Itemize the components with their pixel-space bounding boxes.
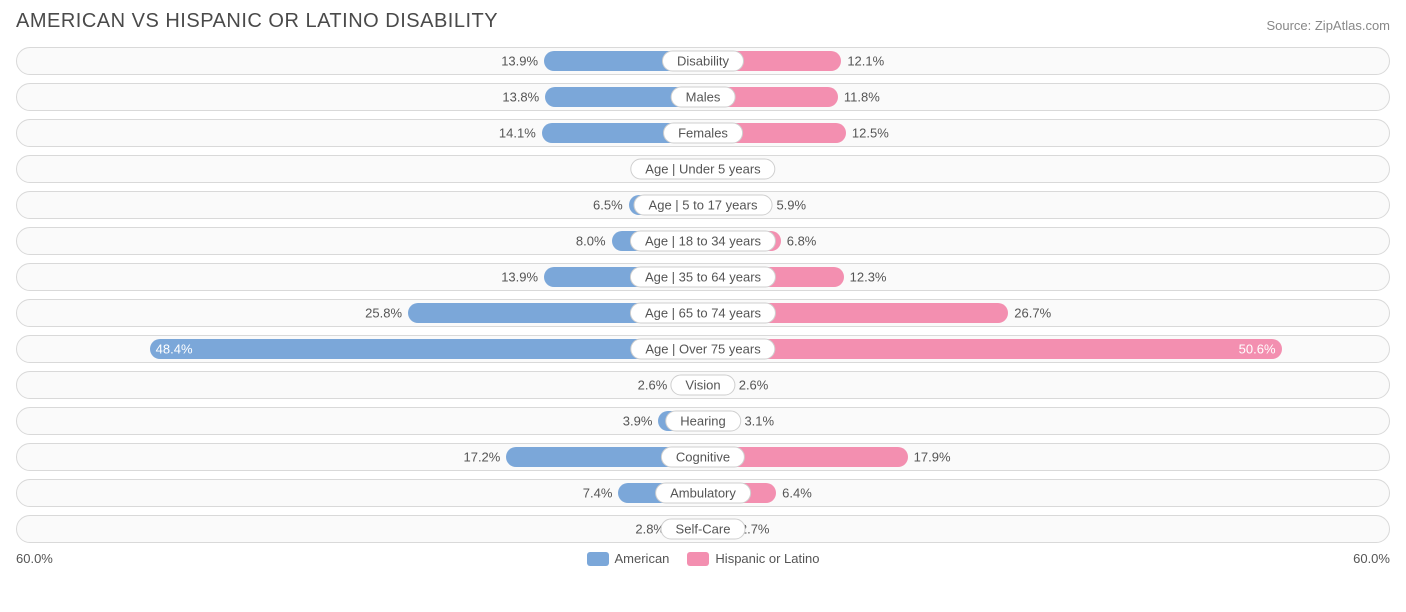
legend-label-left: American	[615, 551, 670, 566]
category-label: Age | Under 5 years	[630, 159, 775, 180]
value-right: 50.6%	[1239, 342, 1276, 357]
value-left: 13.9%	[501, 270, 544, 285]
value-left: 3.9%	[623, 414, 659, 429]
value-left: 25.8%	[365, 306, 408, 321]
category-label: Vision	[670, 375, 735, 396]
value-left: 6.5%	[593, 198, 629, 213]
chart-row: 48.4% 50.6% Age | Over 75 years	[16, 335, 1390, 363]
legend-item-right: Hispanic or Latino	[687, 551, 819, 566]
chart-row: 6.5% 5.9%Age | 5 to 17 years	[16, 191, 1390, 219]
category-label: Females	[663, 123, 743, 144]
chart-source: Source: ZipAtlas.com	[1266, 18, 1390, 33]
value-left: 17.2%	[463, 450, 506, 465]
chart-row: 2.8%2.7%Self-Care	[16, 515, 1390, 543]
category-label: Age | 65 to 74 years	[630, 303, 776, 324]
category-label: Males	[671, 87, 736, 108]
chart-row: 13.9% 12.1% Disability	[16, 47, 1390, 75]
value-left: 8.0%	[576, 234, 612, 249]
category-label: Disability	[662, 51, 744, 72]
value-right: 6.8%	[781, 234, 817, 249]
category-label: Age | 35 to 64 years	[630, 267, 776, 288]
chart-row: 25.8% 26.7% Age | 65 to 74 years	[16, 299, 1390, 327]
chart-row: 1.9%1.3%Age | Under 5 years	[16, 155, 1390, 183]
value-left: 13.8%	[502, 90, 545, 105]
value-left: 7.4%	[583, 486, 619, 501]
legend-item-left: American	[587, 551, 670, 566]
legend-swatch-left	[587, 552, 609, 566]
category-label: Age | 5 to 17 years	[634, 195, 773, 216]
chart-row: 13.8% 11.8% Males	[16, 83, 1390, 111]
legend-label-right: Hispanic or Latino	[715, 551, 819, 566]
chart-header: AMERICAN VS HISPANIC OR LATINO DISABILIT…	[16, 10, 1390, 33]
category-label: Age | 18 to 34 years	[630, 231, 776, 252]
chart-row: 2.6% 2.6%Vision	[16, 371, 1390, 399]
diverging-bar-chart: 13.9% 12.1% Disability 13.8% 11.8% Males 14.1%…	[16, 47, 1390, 543]
legend-swatch-right	[687, 552, 709, 566]
chart-row: 3.9% 3.1%Hearing	[16, 407, 1390, 435]
category-label: Age | Over 75 years	[630, 339, 775, 360]
chart-row: 7.4% 6.4% Ambulatory	[16, 479, 1390, 507]
chart-row: 14.1% 12.5% Females	[16, 119, 1390, 147]
chart-row: 13.9% 12.3% Age | 35 to 64 years	[16, 263, 1390, 291]
value-left: 13.9%	[501, 54, 544, 69]
category-label: Self-Care	[661, 519, 746, 540]
category-label: Hearing	[665, 411, 741, 432]
value-right: 17.9%	[908, 450, 951, 465]
chart-title: AMERICAN VS HISPANIC OR LATINO DISABILIT…	[16, 10, 498, 33]
category-label: Ambulatory	[655, 483, 751, 504]
value-right: 12.3%	[844, 270, 887, 285]
chart-row: 8.0% 6.8% Age | 18 to 34 years	[16, 227, 1390, 255]
value-left: 14.1%	[499, 126, 542, 141]
bar-left: 48.4%	[150, 339, 703, 359]
value-left: 2.6%	[638, 378, 674, 393]
axis-max-left: 60.0%	[16, 551, 53, 566]
value-right: 12.1%	[841, 54, 884, 69]
chart-footer: 60.0% American Hispanic or Latino 60.0%	[16, 551, 1390, 566]
value-right: 12.5%	[846, 126, 889, 141]
legend: American Hispanic or Latino	[587, 551, 820, 566]
value-right: 3.1%	[738, 414, 774, 429]
value-right: 6.4%	[776, 486, 812, 501]
value-right: 2.6%	[733, 378, 769, 393]
axis-max-right: 60.0%	[1353, 551, 1390, 566]
value-right: 26.7%	[1008, 306, 1051, 321]
value-left: 48.4%	[156, 342, 193, 357]
value-right: 5.9%	[770, 198, 806, 213]
chart-row: 17.2% 17.9% Cognitive	[16, 443, 1390, 471]
value-right: 11.8%	[838, 90, 880, 105]
bar-right: 50.6%	[703, 339, 1282, 359]
category-label: Cognitive	[661, 447, 745, 468]
